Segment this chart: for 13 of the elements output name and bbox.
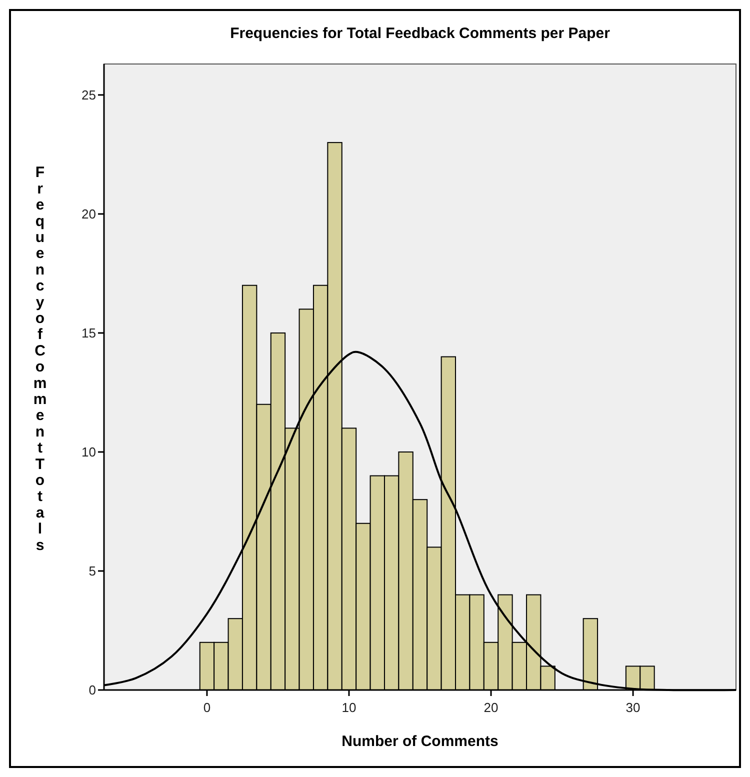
x-tick-label: 10 xyxy=(342,700,356,715)
y-tick-label: 25 xyxy=(82,87,96,102)
y-tick-label: 20 xyxy=(82,206,96,222)
chart-title: Frequencies for Total Feedback Comments per Paper xyxy=(230,25,610,42)
x-axis-title: Number of Comments xyxy=(342,733,498,750)
y-tick-label: 10 xyxy=(82,444,96,460)
y-tick-label: 15 xyxy=(82,326,96,341)
x-tick-label: 30 xyxy=(626,700,640,715)
x-tick-label: 20 xyxy=(484,700,498,715)
x-tick-label: 0 xyxy=(203,700,211,715)
y-tick-label: 0 xyxy=(88,682,96,698)
text: Frequency of Comment Totals xyxy=(33,164,47,554)
y-tick-label: 5 xyxy=(88,564,96,579)
